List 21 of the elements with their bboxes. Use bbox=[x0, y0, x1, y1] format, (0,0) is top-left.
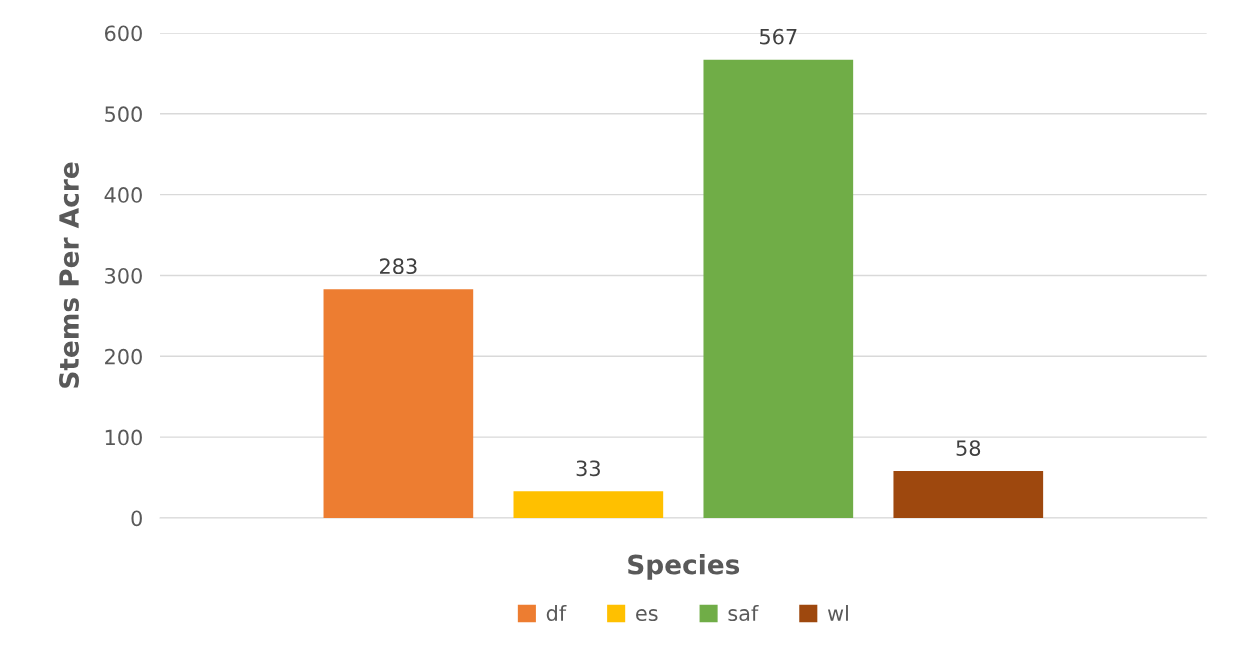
data-label: 58 bbox=[956, 440, 981, 456]
y-tick-label: 400 bbox=[104, 187, 142, 203]
legend-label: es bbox=[636, 609, 658, 622]
y-axis-title: Stems Per Acre bbox=[59, 162, 79, 388]
bar bbox=[703, 59, 854, 518]
legend-label: wl bbox=[827, 604, 848, 621]
data-label: 567 bbox=[760, 28, 797, 45]
x-axis-title: Species bbox=[628, 554, 740, 580]
legend-label: saf bbox=[728, 604, 759, 622]
y-tick-label: 600 bbox=[105, 25, 142, 42]
bar bbox=[893, 471, 1044, 518]
y-tick-label: 0 bbox=[131, 510, 142, 527]
y-tick-label: 100 bbox=[105, 429, 142, 446]
bar bbox=[513, 491, 664, 518]
bar bbox=[323, 289, 474, 518]
data-label: 33 bbox=[576, 460, 600, 477]
y-tick-label: 300 bbox=[105, 267, 142, 284]
y-tick-label: 500 bbox=[105, 106, 142, 123]
legend-label: df bbox=[546, 604, 567, 622]
data-label: 283 bbox=[380, 258, 417, 275]
y-tick-label: 200 bbox=[105, 348, 142, 365]
